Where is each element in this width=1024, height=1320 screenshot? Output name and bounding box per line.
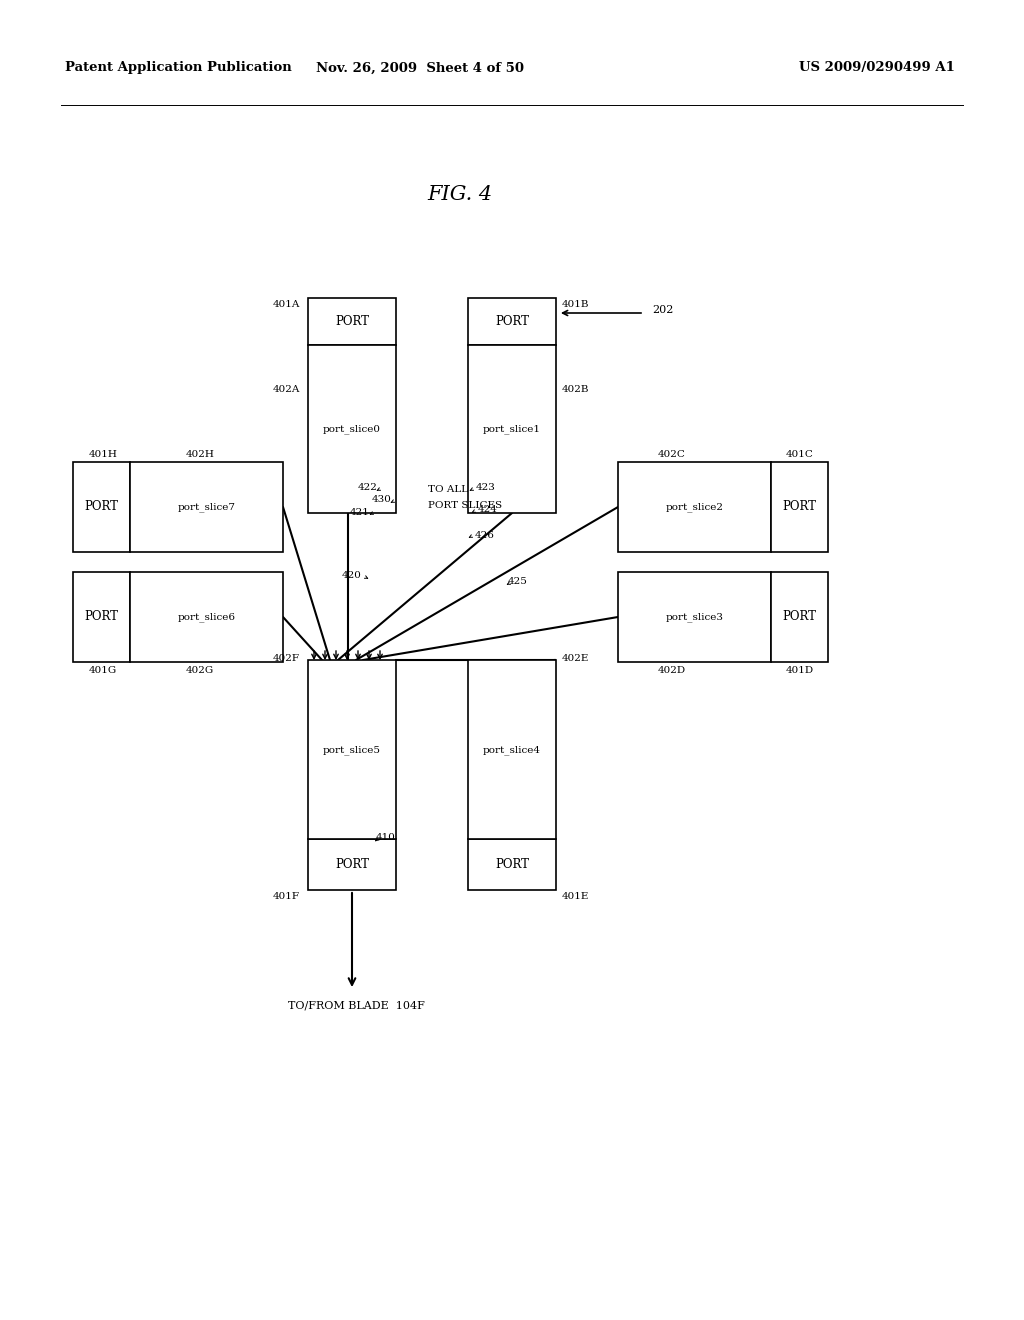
Bar: [308, 298, 396, 346]
Bar: [308, 660, 396, 840]
Text: 422: 422: [358, 483, 378, 492]
Text: port_slice6: port_slice6: [177, 612, 236, 622]
Text: 402B: 402B: [562, 385, 590, 395]
Text: 401G: 401G: [89, 667, 117, 675]
Text: 426: 426: [475, 531, 495, 540]
Bar: [468, 346, 556, 513]
Text: port_slice7: port_slice7: [177, 502, 236, 512]
Text: 401B: 401B: [562, 300, 590, 309]
Text: PORT: PORT: [84, 500, 119, 513]
Bar: [308, 840, 396, 890]
Text: 202: 202: [652, 305, 674, 315]
Text: 401E: 401E: [562, 892, 590, 902]
Bar: [468, 840, 556, 890]
Text: 401A: 401A: [272, 300, 300, 309]
Text: PORT: PORT: [495, 858, 529, 871]
Text: 423: 423: [476, 483, 496, 492]
Text: 401C: 401C: [786, 450, 814, 459]
Text: 402A: 402A: [272, 385, 300, 395]
Text: 410: 410: [376, 833, 396, 842]
Text: 402E: 402E: [562, 653, 590, 663]
Text: PORT: PORT: [335, 315, 369, 329]
Text: PORT: PORT: [84, 610, 119, 623]
Bar: [771, 572, 828, 663]
Text: 402G: 402G: [186, 667, 214, 675]
Bar: [73, 572, 130, 663]
Text: 402F: 402F: [273, 653, 300, 663]
Text: port_slice2: port_slice2: [666, 502, 724, 512]
Text: TO/FROM BLADE  104F: TO/FROM BLADE 104F: [288, 1001, 425, 1010]
Text: FIG. 4: FIG. 4: [427, 186, 493, 205]
Bar: [618, 462, 771, 552]
Bar: [618, 572, 771, 663]
Text: 402H: 402H: [185, 450, 214, 459]
Text: PORT SLICES: PORT SLICES: [428, 502, 502, 511]
Text: 430: 430: [372, 495, 392, 504]
Bar: [130, 462, 283, 552]
Text: 401F: 401F: [273, 892, 300, 902]
Bar: [468, 298, 556, 346]
Text: 421: 421: [350, 507, 370, 516]
Text: port_slice3: port_slice3: [666, 612, 724, 622]
Text: 425: 425: [508, 578, 528, 586]
Text: PORT: PORT: [782, 500, 817, 513]
Bar: [771, 462, 828, 552]
Text: 420: 420: [342, 572, 362, 581]
Text: 424: 424: [478, 506, 498, 515]
Text: Patent Application Publication: Patent Application Publication: [65, 62, 292, 74]
Bar: [308, 346, 396, 513]
Text: PORT: PORT: [335, 858, 369, 871]
Text: 401D: 401D: [786, 667, 814, 675]
Text: 401H: 401H: [88, 450, 118, 459]
Bar: [73, 462, 130, 552]
Text: port_slice1: port_slice1: [483, 424, 541, 434]
Text: PORT: PORT: [782, 610, 817, 623]
Text: port_slice5: port_slice5: [323, 744, 381, 755]
Text: PORT: PORT: [495, 315, 529, 329]
Text: US 2009/0290499 A1: US 2009/0290499 A1: [799, 62, 955, 74]
Text: 402C: 402C: [658, 450, 686, 459]
Text: TO ALL: TO ALL: [428, 486, 468, 495]
Text: port_slice4: port_slice4: [483, 744, 541, 755]
Text: 402D: 402D: [658, 667, 686, 675]
Bar: [130, 572, 283, 663]
Bar: [468, 660, 556, 840]
Text: Nov. 26, 2009  Sheet 4 of 50: Nov. 26, 2009 Sheet 4 of 50: [316, 62, 524, 74]
Text: port_slice0: port_slice0: [323, 424, 381, 434]
